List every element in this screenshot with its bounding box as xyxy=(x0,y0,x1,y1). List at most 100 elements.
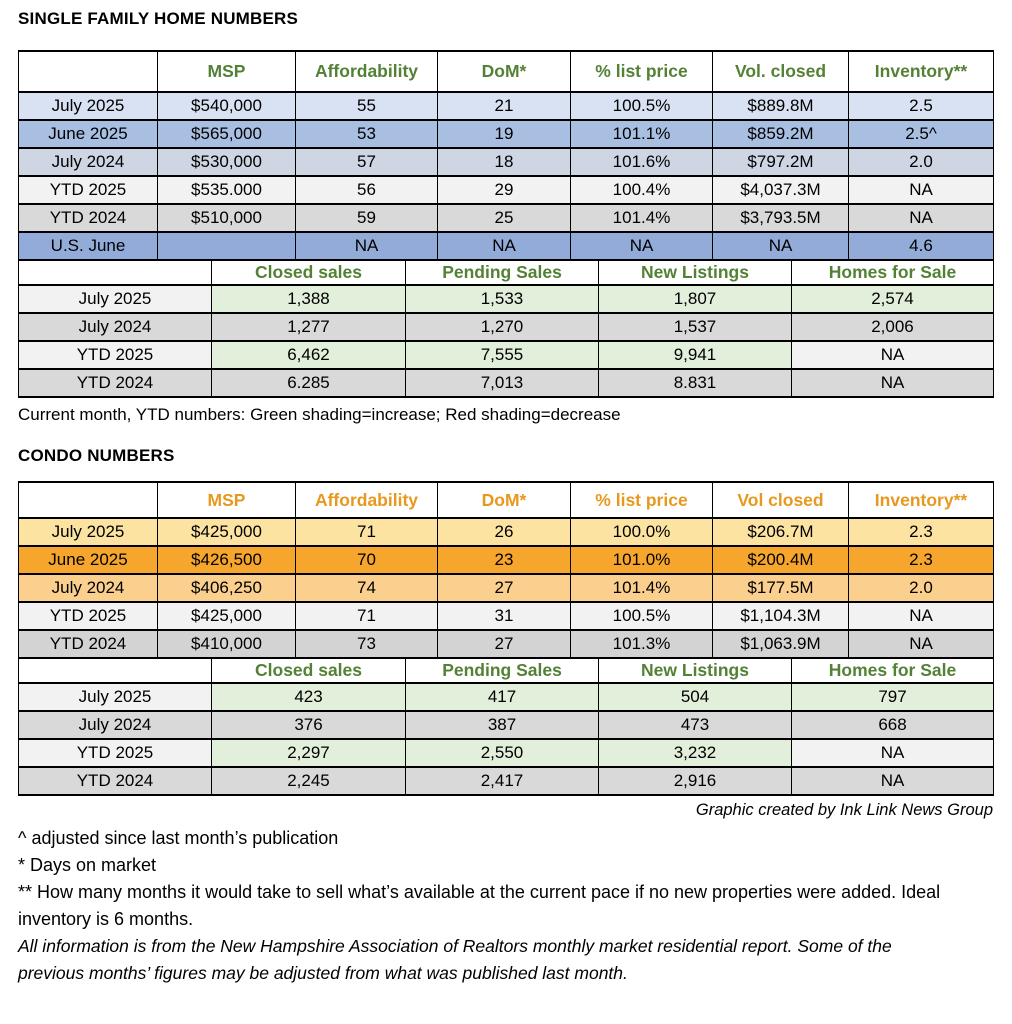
table-cell: $1,063.9M xyxy=(712,629,849,659)
table-row: YTD 2025 2,297 2,550 3,232 NA xyxy=(18,738,994,768)
table-cell: 2,916 xyxy=(598,766,792,796)
condo-activity-table: Closed sales Pending Sales New Listings Hom… xyxy=(18,657,994,796)
row-label: July 2024 xyxy=(18,573,158,603)
row-label: July 2025 xyxy=(18,517,158,547)
table-cell: 1,807 xyxy=(598,284,792,314)
table-row: June 2025 $565,000 53 19 101.1% $859.2M 2.5^ xyxy=(18,119,994,149)
row-label: YTD 2025 xyxy=(18,175,158,205)
table-cell: 2.3 xyxy=(848,545,994,575)
table-cell: 4.6 xyxy=(848,231,994,261)
row-label: June 2025 xyxy=(18,545,158,575)
table-cell: $797.2M xyxy=(712,147,849,177)
column-header xyxy=(18,259,212,286)
row-label: YTD 2025 xyxy=(18,340,212,370)
source-disclaimer: All information is from the New Hampshir… xyxy=(18,936,892,983)
table-row: July 2024 1,277 1,270 1,537 2,006 xyxy=(18,312,994,342)
row-label: July 2025 xyxy=(18,91,158,121)
table-cell: 101.3% xyxy=(570,629,713,659)
table-cell: 53 xyxy=(295,119,438,149)
column-header: MSP xyxy=(157,50,296,93)
footnotes: ^ adjusted since last month’s publicatio… xyxy=(18,825,978,933)
row-label: YTD 2024 xyxy=(18,766,212,796)
table-cell: $200.4M xyxy=(712,545,849,575)
table-row: July 2025 $540,000 55 21 100.5% $889.8M 2.5 xyxy=(18,91,994,121)
table-cell: 101.4% xyxy=(570,203,713,233)
table-cell: $3,793.5M xyxy=(712,203,849,233)
table-cell: $1,104.3M xyxy=(712,601,849,631)
footnote-days-on-market: * Days on market xyxy=(18,855,157,875)
table-cell: 8.831 xyxy=(598,368,792,398)
table-cell: 101.1% xyxy=(570,119,713,149)
column-header: DoM* xyxy=(437,50,571,93)
column-header: New Listings xyxy=(598,657,792,684)
table-cell: 387 xyxy=(405,710,599,740)
table-cell: 19 xyxy=(437,119,571,149)
row-label: July 2024 xyxy=(18,710,212,740)
table-cell: $426,500 xyxy=(157,545,296,575)
table-row: U.S. June NA NA NA NA 4.6 xyxy=(18,231,994,261)
table-cell: 2.0 xyxy=(848,147,994,177)
header-row: MSP Affordability DoM*% list price Vol clos… xyxy=(18,481,994,519)
table-row: June 2025 $426,500 70 23 101.0% $200.4M 2.3 xyxy=(18,545,994,575)
table-cell: 2.5^ xyxy=(848,119,994,149)
table-row: YTD 2025 $425,000 71 31 100.5% $1,104.3M NA xyxy=(18,601,994,631)
table-cell: $535.000 xyxy=(157,175,296,205)
table-cell: 100.5% xyxy=(570,601,713,631)
table-row: YTD 2024 2,245 2,417 2,916 NA xyxy=(18,766,994,796)
table-cell: NA xyxy=(295,231,438,261)
header-row: Closed sales Pending Sales New Listings Hom… xyxy=(18,259,994,286)
table-cell: $859.2M xyxy=(712,119,849,149)
table-cell: $889.8M xyxy=(712,91,849,121)
graphic-credit: Graphic created by Ink Link News Group xyxy=(695,801,993,819)
table-cell: 6.285 xyxy=(211,368,406,398)
table-cell: 668 xyxy=(791,710,994,740)
table-cell: 29 xyxy=(437,175,571,205)
table-cell: NA xyxy=(791,766,994,796)
table-cell: 1,537 xyxy=(598,312,792,342)
condo-main-table: MSP Affordability DoM*% list price Vol clos… xyxy=(18,481,994,659)
table-cell: 2,550 xyxy=(405,738,599,768)
sfh-main-table: MSP Affordability DoM*% list price Vol. clo… xyxy=(18,50,994,261)
table-cell: $177.5M xyxy=(712,573,849,603)
sfh-activity-table: Closed sales Pending Sales New Listings Hom… xyxy=(18,259,994,398)
table-cell: 31 xyxy=(437,601,571,631)
table-cell: 101.4% xyxy=(570,573,713,603)
table-cell: 23 xyxy=(437,545,571,575)
column-header: % list price xyxy=(570,50,713,93)
row-label: June 2025 xyxy=(18,119,158,149)
column-header: Homes for Sale xyxy=(791,657,994,684)
table-cell: 2,297 xyxy=(211,738,406,768)
row-label: YTD 2024 xyxy=(18,629,158,659)
table-row: YTD 2024 6.285 7,013 8.831 NA xyxy=(18,368,994,398)
table-cell: 100.4% xyxy=(570,175,713,205)
column-header: Affordability xyxy=(295,50,438,93)
table-cell: 2.5 xyxy=(848,91,994,121)
table-cell: 7,555 xyxy=(405,340,599,370)
table-cell: 7,013 xyxy=(405,368,599,398)
table-cell: NA xyxy=(712,231,849,261)
footnote-inventory-definition: ** How many months it would take to sell… xyxy=(18,882,941,929)
row-label: YTD 2024 xyxy=(18,368,212,398)
column-header: Closed sales xyxy=(211,657,406,684)
table-cell: 25 xyxy=(437,203,571,233)
shading-legend-note: Current month, YTD numbers: Green shadin… xyxy=(18,405,621,424)
table-cell: NA xyxy=(848,601,994,631)
table-cell: $425,000 xyxy=(157,517,296,547)
table-cell: 21 xyxy=(437,91,571,121)
table-cell: 423 xyxy=(211,682,406,712)
table-cell: 74 xyxy=(295,573,438,603)
table-cell: 1,270 xyxy=(405,312,599,342)
table-cell: 2,006 xyxy=(791,312,994,342)
table-cell: 55 xyxy=(295,91,438,121)
table-cell: 27 xyxy=(437,629,571,659)
table-cell: 9,941 xyxy=(598,340,792,370)
table-row: YTD 2024 $510,000 59 25 101.4% $3,793.5M NA xyxy=(18,203,994,233)
table-cell: $425,000 xyxy=(157,601,296,631)
row-label: July 2024 xyxy=(18,312,212,342)
column-header: DoM* xyxy=(437,481,571,519)
table-cell: NA xyxy=(570,231,713,261)
column-header: MSP xyxy=(157,481,296,519)
table-cell: 797 xyxy=(791,682,994,712)
row-label: July 2025 xyxy=(18,682,212,712)
column-header xyxy=(18,481,158,519)
